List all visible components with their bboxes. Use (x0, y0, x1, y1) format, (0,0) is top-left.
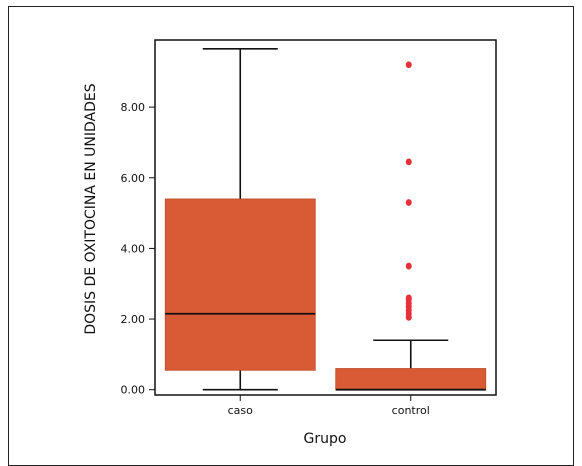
y-tick-label: 2.00 (121, 313, 146, 326)
y-tick-label: 4.00 (121, 242, 146, 255)
outliers-layer (405, 61, 412, 321)
outlier-point-control (405, 61, 412, 69)
outlier-point-control (405, 294, 412, 302)
y-axis: 0.00 2.00 4.00 6.00 8.00 (121, 101, 155, 397)
y-axis-title: DOSIS DE OXITOCINA EN UNIDADES (83, 83, 99, 334)
outlier-point-control (405, 158, 412, 166)
x-axis: caso control (228, 395, 430, 417)
plot-area-border (154, 39, 497, 396)
y-tick-label: 0.00 (121, 384, 146, 397)
x-axis-title: Grupo (304, 431, 347, 447)
boxes-layer (164, 48, 487, 391)
y-tick-label: 6.00 (121, 172, 146, 185)
box-caso (164, 198, 316, 371)
outlier-point-control (405, 199, 412, 206)
x-tick-label-control: control (392, 404, 430, 417)
outlier-point-control (405, 262, 412, 270)
y-tick-label: 8.00 (121, 101, 146, 114)
x-tick-label-caso: caso (228, 404, 254, 417)
box-control (335, 368, 487, 391)
